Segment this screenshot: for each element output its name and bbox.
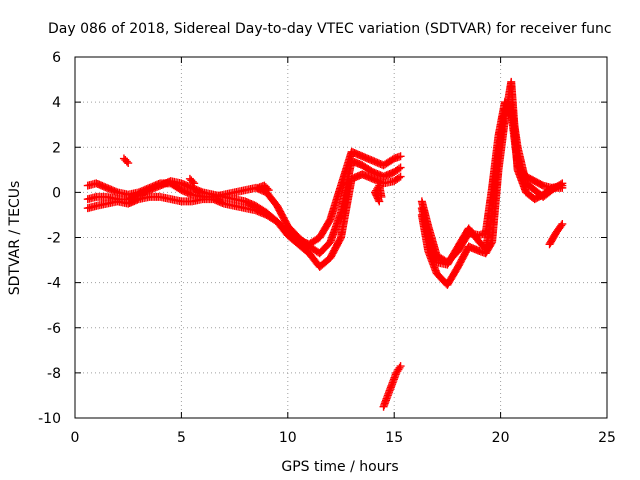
data-point	[557, 221, 566, 230]
x-axis-label: GPS time / hours	[281, 459, 398, 475]
y-tick-label: 6	[52, 50, 61, 66]
x-tick-label: 25	[598, 430, 616, 446]
data-point	[396, 362, 405, 371]
data-point	[263, 184, 272, 193]
y-tick-label: 0	[52, 185, 61, 201]
x-tick-label: 5	[177, 430, 186, 446]
x-tick-label: 10	[279, 430, 297, 446]
y-axis-label: SDTVAR / TECUs	[7, 181, 23, 296]
plot-frame	[74, 56, 608, 419]
x-tick-label: 0	[71, 430, 80, 446]
y-tick-label: -4	[47, 276, 61, 292]
data-point	[264, 186, 273, 195]
data-point	[558, 219, 567, 228]
chart-title: Day 086 of 2018, Sidereal Day-to-day VTE…	[48, 21, 612, 37]
y-tick-label: 2	[52, 140, 61, 156]
data-point	[377, 192, 386, 201]
data-point	[558, 183, 567, 192]
data-point	[396, 163, 405, 172]
marks-layer	[83, 77, 567, 411]
tick-layer: 0 5 10 15 20 25 -10 -8 -6 -4 -2 0 2 4 6	[38, 50, 616, 446]
y-tick-label: -8	[47, 366, 61, 382]
y-tick-label: 4	[52, 95, 61, 111]
data-point	[190, 179, 199, 188]
data-point	[396, 172, 405, 181]
y-tick-label: -10	[38, 411, 61, 427]
x-tick-label: 20	[492, 430, 510, 446]
y-tick-label: -6	[47, 321, 61, 337]
data-point	[394, 173, 403, 182]
data-point	[124, 159, 133, 168]
data-point	[122, 157, 131, 166]
x-tick-label: 15	[385, 430, 403, 446]
data-point	[394, 164, 403, 173]
data-point	[188, 177, 197, 186]
y-tick-label: -2	[47, 231, 61, 247]
data-point	[396, 152, 405, 161]
data-point	[395, 363, 404, 372]
